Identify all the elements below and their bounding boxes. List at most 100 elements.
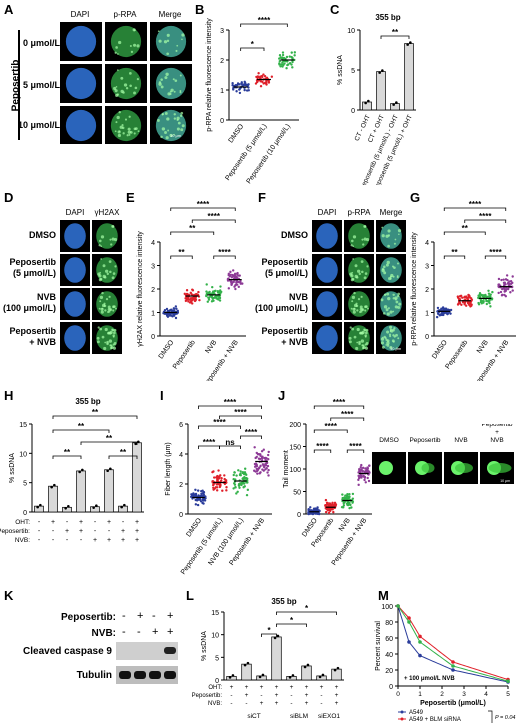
chartI-ytick-label-0: 0 bbox=[179, 512, 183, 519]
chartH-pt-b-7 bbox=[137, 440, 140, 444]
gridD-focus-1-1-11 bbox=[108, 260, 112, 264]
gridA-focus-2-2-16 bbox=[180, 111, 184, 115]
chartC-pt-b-3 bbox=[409, 41, 412, 44]
gridF-focus-2-2-21 bbox=[386, 312, 390, 316]
chartI-sig-bar-5 bbox=[219, 445, 241, 449]
gridD-focus-1-3-14 bbox=[96, 336, 100, 340]
chartH-bar-0 bbox=[34, 505, 44, 513]
k-sign-1: + bbox=[137, 610, 144, 622]
chartE-sig-bar-2 bbox=[170, 231, 215, 235]
chartJ-point-2-52 bbox=[348, 492, 351, 496]
chartC-bar-2 bbox=[390, 103, 400, 111]
chartL-sign-0-0: + bbox=[230, 684, 234, 691]
chartI-point-3-47 bbox=[267, 468, 270, 472]
gridA-focus-1-1-15 bbox=[134, 86, 138, 90]
chartI-point-3-42 bbox=[255, 451, 258, 455]
chartB-point-0-33 bbox=[247, 89, 250, 92]
chartJ-point-0-54 bbox=[316, 511, 319, 515]
gridD-focus-1-0-6 bbox=[99, 239, 102, 243]
chartI-point-3-10 bbox=[253, 446, 256, 449]
chartI-point-2-50 bbox=[242, 486, 245, 489]
gridD-focus-1-3-16 bbox=[112, 335, 115, 338]
panel-letter-f: F bbox=[258, 190, 266, 205]
chartC-ylabel: % ssDNA bbox=[337, 55, 344, 85]
chartL-bar-2 bbox=[256, 675, 267, 681]
chartL-sig-label-1: * bbox=[290, 616, 294, 625]
chartG-point-0-20 bbox=[449, 312, 452, 315]
chartG-point-2-52 bbox=[487, 292, 491, 295]
gridA-focus-2-0-0 bbox=[166, 52, 170, 56]
chartJ-point-1-8 bbox=[324, 510, 328, 514]
chartL-sign-2-4: - bbox=[290, 700, 292, 707]
chartJ-ytick-label-0: 0 bbox=[297, 512, 301, 519]
chartM-ytick-label-5: 100 bbox=[381, 604, 393, 611]
chartB-point-2-19 bbox=[284, 57, 287, 60]
gridF-focus-1-2-12 bbox=[360, 310, 363, 313]
gridA-focus-1-2-21 bbox=[133, 132, 136, 135]
a-row-10: 10 μmol/L bbox=[17, 120, 60, 130]
d-col-dapi: DAPI bbox=[65, 208, 85, 217]
chartH-sig-bar-3 bbox=[52, 455, 82, 459]
chartH-sign-2-3: - bbox=[80, 537, 83, 544]
chartB-point-2-32 bbox=[290, 55, 293, 59]
chartG-point-1-42 bbox=[470, 298, 474, 301]
gridF-focus-1-2-0 bbox=[356, 309, 359, 312]
gridD-focus-1-2-1 bbox=[99, 295, 104, 300]
gridF-focus-1-3-11 bbox=[351, 327, 355, 331]
k-band-casp9-lane4 bbox=[164, 647, 176, 654]
gridA-focus-2-2-8 bbox=[156, 119, 160, 122]
chartL-sign-2-5: + bbox=[305, 700, 309, 707]
gridF-focus-2-1-15 bbox=[383, 271, 387, 275]
chartB-point-2-39 bbox=[278, 54, 282, 57]
chartJ-point-2-29 bbox=[340, 505, 344, 509]
chartB-point-0-37 bbox=[238, 88, 241, 91]
gridD-focus-1-2-12 bbox=[108, 310, 111, 313]
chartI-point-1-42 bbox=[216, 483, 219, 486]
chartE-point-1-49 bbox=[189, 297, 193, 300]
chartL-row-label-0: OHT: bbox=[208, 685, 222, 691]
gridF-focus-1-1-15 bbox=[364, 272, 368, 275]
chartM-xtick-label-2: 2 bbox=[440, 691, 444, 698]
chart-m: 0 20 40 60 80 100 Percent survival 0 1 2 3 4 5 Pepose… bbox=[375, 604, 515, 723]
gridF-focus-2-2-20 bbox=[389, 310, 393, 314]
chartG-point-1-48 bbox=[467, 294, 471, 297]
chartI-point-3-17 bbox=[265, 466, 268, 470]
chartH-bar-2 bbox=[62, 506, 72, 513]
f-row-nvb-dose: (100 μmol/L) bbox=[254, 303, 308, 313]
chartH-pt-a-4 bbox=[92, 506, 95, 510]
chartG-point-3-14 bbox=[511, 275, 514, 278]
chartI-point-3-52 bbox=[267, 474, 270, 477]
gridF-focus-1-3-13 bbox=[353, 335, 357, 339]
chartB-point-2-21 bbox=[281, 51, 285, 54]
chartI-point-3-55 bbox=[258, 457, 262, 461]
gridF-focus-1-2-14 bbox=[350, 307, 353, 310]
chartB-point-2-36 bbox=[278, 62, 281, 65]
chartH-sig-bar-0 bbox=[52, 415, 138, 419]
chartB-cat-label-0: DMSO bbox=[228, 123, 246, 145]
chartI-point-3-51 bbox=[265, 461, 268, 465]
gridF-focus-1-0-1 bbox=[352, 245, 355, 248]
chartE-sig-bar-3 bbox=[170, 255, 193, 259]
chartJ-point-1-45 bbox=[333, 501, 337, 504]
panel-letter-i: I bbox=[160, 388, 164, 403]
chartH-sig-bar-4 bbox=[108, 455, 138, 459]
gridD-focus-1-1-9 bbox=[97, 272, 101, 276]
chartE-point-1-54 bbox=[187, 296, 190, 299]
gridF-focus-2-3-25 bbox=[392, 328, 395, 332]
a-row-5: 5 μmol/L bbox=[22, 80, 60, 90]
chartI-point-2-3 bbox=[235, 492, 238, 495]
chartG-sig-label-2: ** bbox=[462, 224, 469, 233]
k-blot-tubulin bbox=[116, 666, 178, 684]
chartE-point-3-49 bbox=[235, 280, 238, 284]
chartM-ylabel: Percent survival bbox=[375, 621, 382, 671]
gridF-focus-2-0-0 bbox=[387, 244, 390, 248]
chartB-point-0-31 bbox=[238, 91, 242, 95]
k-sign-2: - bbox=[152, 610, 156, 622]
gridA-focus-2-1-6 bbox=[172, 78, 175, 81]
chartJ-point-0-53 bbox=[307, 512, 310, 516]
chartH-ytick-label-1: 5 bbox=[23, 481, 27, 488]
chartI-point-2-7 bbox=[239, 470, 242, 473]
gridA-focus-2-1-8 bbox=[174, 79, 178, 82]
k-row-nvb: NVB: bbox=[91, 628, 116, 639]
